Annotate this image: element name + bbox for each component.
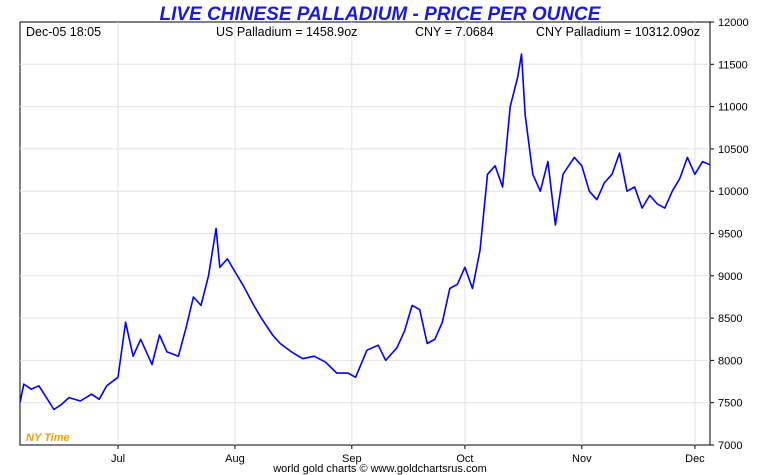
grid-lines (20, 22, 710, 445)
y-tick-label: 11500 (718, 59, 748, 71)
cny-rate-label: CNY = 7.0684 (415, 25, 494, 39)
timezone-label: NY Time (26, 432, 70, 444)
x-tick-label: Aug (225, 453, 245, 465)
price-series-line (19, 53, 711, 411)
y-tick-label: 10000 (718, 186, 749, 198)
y-tick-label: 9500 (718, 229, 742, 241)
us-price-label: US Palladium = 1458.9oz (216, 25, 357, 39)
footer-source: world gold charts © www.goldchartsrus.co… (272, 463, 487, 475)
series-layer (19, 53, 711, 411)
chart-title: LIVE CHINESE PALLADIUM - PRICE PER OUNCE (160, 4, 602, 25)
y-axis: 7000 7500 8000 8500 9000 9500 10000 10500 11000 1… (710, 17, 749, 452)
x-tick-label: Nov (572, 453, 592, 465)
y-tick-label: 9000 (718, 271, 742, 283)
y-tick-label: 12000 (718, 17, 749, 29)
y-tick-label: 8500 (718, 313, 742, 325)
y-tick-label: 7000 (718, 440, 742, 452)
timestamp-label: Dec-05 18:05 (26, 25, 101, 39)
x-tick-label: Sep (342, 453, 362, 465)
y-tick-label: 11000 (718, 102, 748, 114)
cny-price-label: CNY Palladium = 10312.09oz (536, 25, 700, 39)
y-tick-label: 8000 (718, 355, 742, 367)
x-axis: Jul Aug Sep Oct Nov Dec (111, 445, 705, 465)
y-tick-label: 7500 (718, 398, 742, 410)
x-tick-label: Oct (456, 453, 473, 465)
x-tick-label: Dec (685, 453, 705, 465)
y-tick-label: 10500 (718, 144, 749, 156)
x-tick-label: Jul (111, 453, 125, 465)
